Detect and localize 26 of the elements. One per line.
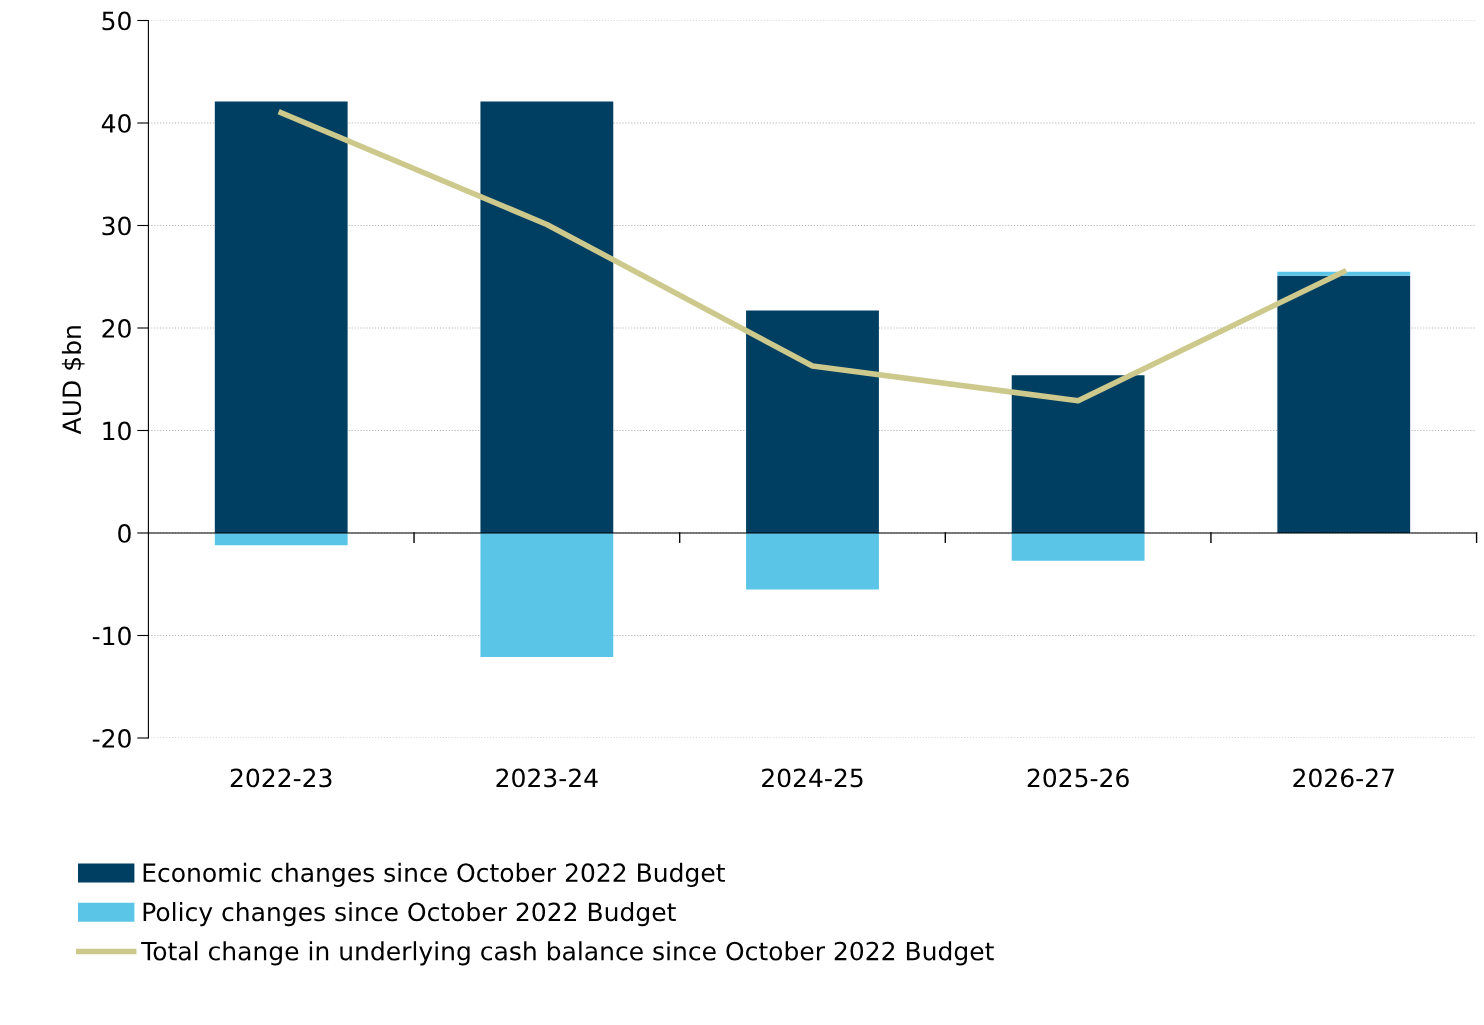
x-tick-label: 2023-24 [496, 768, 598, 788]
bar [746, 310, 879, 533]
bar [214, 101, 348, 533]
y-tick-label: 50 [102, 11, 131, 31]
legend-label: Policy changes since October 2022 Budget [143, 902, 676, 927]
bar [1277, 275, 1411, 533]
y-tick-label: 40 [101, 113, 131, 133]
x-tick-label: 2025-26 [1027, 768, 1129, 788]
legend-label: Economic changes since October 2022 Budget [143, 862, 725, 887]
bar [214, 533, 348, 546]
y-tick-label: -10 [92, 626, 131, 646]
x-tick-label: 2026-27 [1293, 768, 1394, 788]
bar [1011, 533, 1145, 561]
bar [480, 101, 614, 533]
y-tick-label: 10 [103, 421, 131, 441]
bar [1011, 375, 1145, 533]
y-axis-title: AUD $bn [61, 326, 85, 435]
y-tick-label: -20 [92, 728, 131, 748]
y-tick-label: 0 [118, 523, 131, 543]
legend-label: Total change in underlying cash balance since October 2022 Budget [141, 941, 994, 966]
bar [480, 533, 614, 658]
y-tick-label: 20 [102, 318, 131, 338]
y-tick-label: 30 [102, 216, 131, 236]
bar [746, 533, 879, 590]
x-tick-label: 2022-23 [230, 768, 332, 788]
x-tick-label: 2024-25 [762, 768, 863, 788]
